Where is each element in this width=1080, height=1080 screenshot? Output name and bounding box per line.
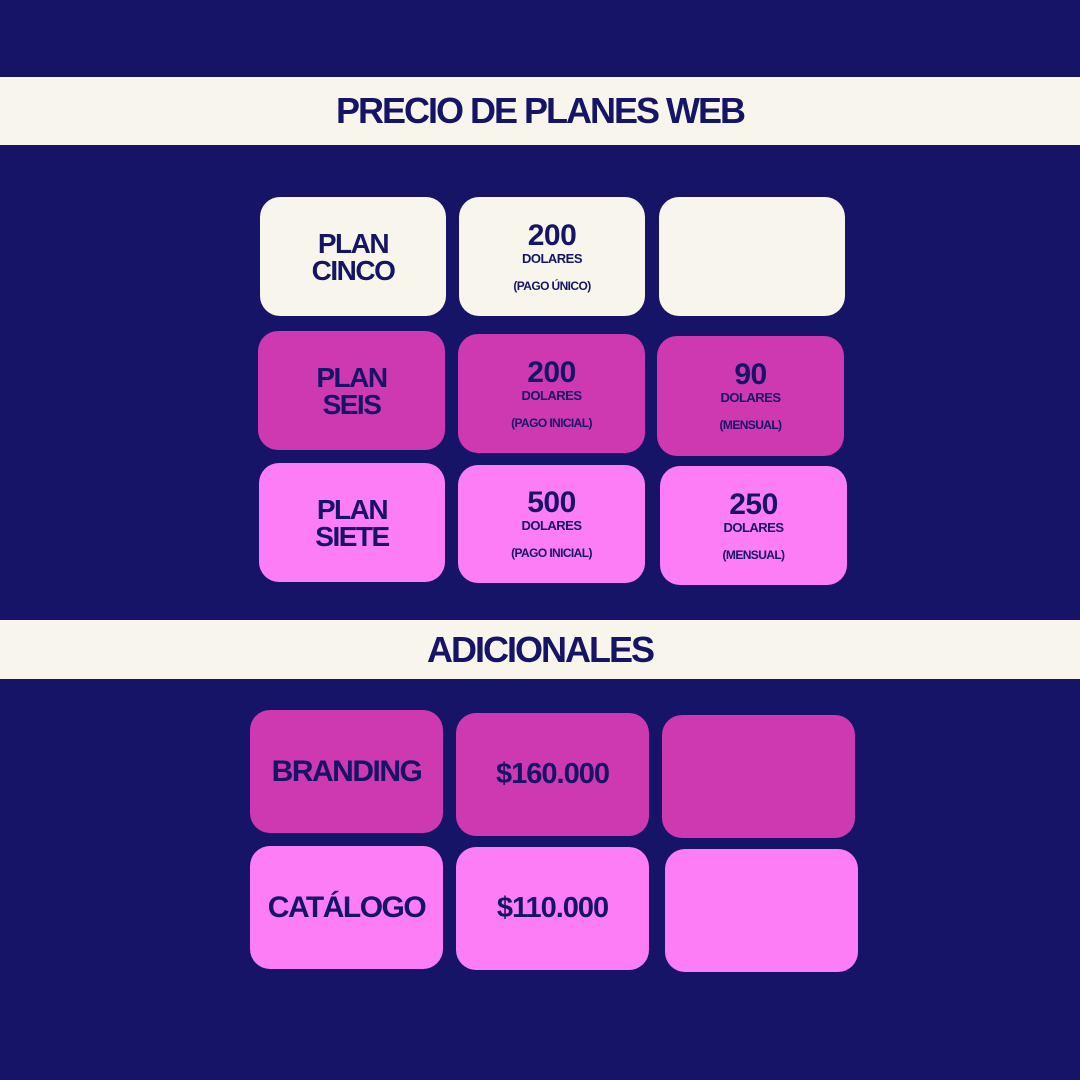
additional-price: $160.000 xyxy=(496,758,610,790)
catalogo-price-card: $110.000 xyxy=(456,847,649,970)
plan-name-line2: SEIS xyxy=(322,388,382,420)
plan-cinco-name-card: PLAN CINCO xyxy=(260,197,446,316)
monthly-note: (MENSUAL) xyxy=(719,418,783,432)
price-block: 200 DOLARES (PAGO INICIAL) xyxy=(511,355,592,430)
price-unit: DOLARES xyxy=(521,518,582,533)
branding-name-card: BRANDING xyxy=(250,710,443,833)
price-block: 500 DOLARES (PAGO INICIAL) xyxy=(511,486,592,561)
plan-siete-price-card: 500 DOLARES (PAGO INICIAL) xyxy=(458,465,645,583)
plan-name: PLAN SEIS xyxy=(316,361,388,420)
plan-cinco-price-card: 200 DOLARES (PAGO ÚNICO) xyxy=(459,197,645,316)
monthly-unit: DOLARES xyxy=(720,390,781,405)
additional-name: CATÁLOGO xyxy=(267,890,427,924)
additional-price: $110.000 xyxy=(496,892,609,924)
monthly-amount: 90 xyxy=(734,358,767,391)
branding-empty-card xyxy=(662,715,855,838)
price-note: (PAGO ÚNICO) xyxy=(513,278,591,293)
plans-header-band: PRECIO DE PLANES WEB xyxy=(0,77,1080,145)
plan-seis-name-card: PLAN SEIS xyxy=(258,331,445,450)
monthly-price-block: 90 DOLARES (MENSUAL) xyxy=(719,358,783,433)
additionals-header-band: ADICIONALES xyxy=(0,620,1080,679)
plan-name-line1: PLAN xyxy=(316,361,388,393)
plan-cinco-empty-card xyxy=(659,197,845,316)
additionals-title: ADICIONALES xyxy=(426,628,655,670)
plan-seis-price-card: 200 DOLARES (PAGO INICIAL) xyxy=(458,334,645,453)
monthly-amount: 250 xyxy=(729,487,778,521)
price-amount: 500 xyxy=(527,486,576,519)
monthly-note: (MENSUAL) xyxy=(722,547,786,562)
page-title: PRECIO DE PLANES WEB xyxy=(335,90,746,131)
plan-name: PLAN SIETE xyxy=(315,493,390,552)
monthly-price-block: 250 DOLARES (MENSUAL) xyxy=(722,487,786,562)
catalogo-empty-card xyxy=(665,849,858,972)
price-unit: DOLARES xyxy=(521,250,583,266)
plan-name: PLAN CINCO xyxy=(311,227,396,286)
price-amount: 200 xyxy=(527,355,576,389)
catalogo-name-card: CATÁLOGO xyxy=(250,846,443,969)
plan-siete-monthly-card: 250 DOLARES (MENSUAL) xyxy=(660,466,847,585)
price-note: (PAGO INICIAL) xyxy=(511,546,592,560)
price-block: 200 DOLARES (PAGO ÚNICO) xyxy=(513,218,591,293)
plan-siete-name-card: PLAN SIETE xyxy=(259,463,445,582)
plan-name-line1: PLAN xyxy=(317,227,390,259)
price-note: (PAGO INICIAL) xyxy=(511,415,592,430)
price-amount: 200 xyxy=(527,218,577,252)
additional-name: BRANDING xyxy=(271,754,423,788)
plan-name-line2: SIETE xyxy=(315,520,390,552)
plan-name-line1: PLAN xyxy=(316,493,389,525)
branding-price-card: $160.000 xyxy=(456,713,649,836)
plan-name-line2: CINCO xyxy=(311,254,396,286)
plan-seis-monthly-card: 90 DOLARES (MENSUAL) xyxy=(657,336,844,456)
price-unit: DOLARES xyxy=(521,387,582,403)
monthly-unit: DOLARES xyxy=(723,519,784,535)
